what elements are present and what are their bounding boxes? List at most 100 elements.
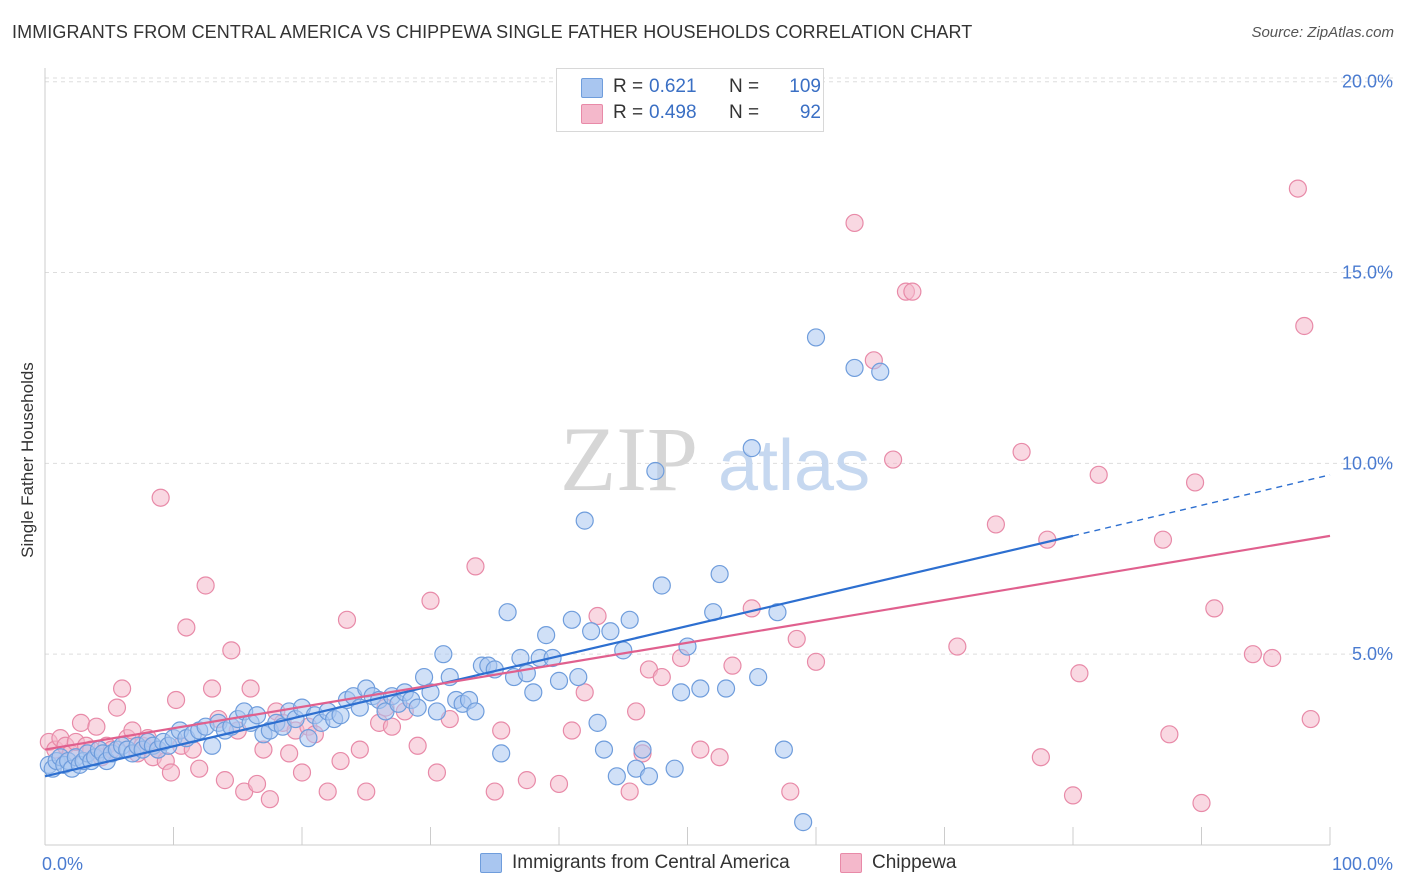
axes — [44, 68, 1331, 846]
chippewa-point — [350, 740, 369, 759]
legend-label: Chippewa — [872, 852, 957, 873]
chippewa-point — [177, 618, 196, 637]
central-america-point — [414, 667, 434, 687]
legend-label: Immigrants from Central America — [512, 852, 790, 873]
central-america-point — [691, 679, 710, 698]
central-america-point — [806, 328, 826, 347]
watermark-atlas: atlas — [718, 426, 870, 506]
tick-labels: 5.0% 10.0% 15.0% 20.0% 0.0% 100.0% — [42, 72, 1393, 874]
central-america-point — [601, 622, 620, 641]
chippewa-point — [948, 637, 967, 656]
central-america-point — [845, 358, 864, 378]
source-label: Source: ZipAtlas.com — [1251, 24, 1394, 41]
y-tick-label: 10.0% — [1342, 453, 1393, 473]
chippewa-point — [280, 744, 299, 763]
chippewa-point — [254, 740, 273, 759]
central-america-point — [202, 736, 222, 755]
chippewa-point — [107, 698, 127, 717]
central-america-point — [794, 813, 813, 832]
central-america-point — [575, 511, 594, 530]
chippewa-point — [845, 213, 864, 233]
chippewa-point — [1089, 465, 1108, 484]
chippewa-point — [883, 450, 903, 469]
chippewa-point — [382, 717, 402, 736]
central-america-point — [678, 637, 697, 656]
legend-r-label: R = — [613, 76, 644, 97]
chippewa-point — [247, 774, 267, 794]
central-america-point — [633, 740, 652, 759]
central-america-point — [537, 626, 556, 645]
chippewa-point — [1031, 748, 1050, 767]
chippewa-point — [1243, 645, 1263, 664]
chippewa-point — [357, 782, 376, 801]
x-tick-label: 100.0% — [1332, 854, 1393, 874]
chippewa-point — [1153, 530, 1173, 549]
chippewa-point — [202, 679, 222, 698]
chippewa-point — [652, 667, 671, 687]
chippewa-point — [318, 782, 337, 801]
chippewa-point — [292, 763, 312, 782]
central-america-point — [511, 648, 530, 668]
central-america-point — [408, 698, 427, 717]
central-america-point — [434, 645, 453, 664]
central-america-point — [639, 767, 659, 786]
legend-r-value: 0.498 — [649, 102, 697, 123]
legend-n-label: N = — [729, 76, 760, 97]
chippewa-point — [166, 690, 186, 710]
chippewa-point — [781, 782, 800, 801]
central-america-point — [749, 667, 768, 687]
central-america-point — [562, 610, 581, 629]
central-america-point — [620, 610, 639, 629]
chippewa-point — [190, 759, 209, 778]
legend-n-label: N = — [729, 102, 760, 123]
central-america-point — [607, 767, 626, 786]
legend-swatch-blue — [480, 853, 502, 873]
chippewa-point — [71, 713, 91, 732]
chippewa-point — [427, 763, 447, 782]
chippewa-point — [1301, 709, 1320, 729]
watermark: ZIP atlas — [560, 408, 870, 510]
watermark-zip: ZIP — [560, 408, 698, 510]
legend-n-value: 92 — [799, 102, 821, 123]
x-tick-label: 0.0% — [42, 854, 83, 874]
chippewa-points — [39, 179, 1320, 813]
central-america-point — [716, 679, 736, 698]
central-america-point — [671, 683, 691, 702]
chippewa-point — [87, 717, 106, 736]
chippewa-point — [1063, 786, 1083, 805]
y-tick-label: 15.0% — [1342, 263, 1393, 283]
chippewa-trend-line — [44, 534, 1331, 751]
chippewa-point — [903, 282, 922, 301]
legend-swatch-blue — [581, 78, 603, 98]
central-america-point — [466, 702, 485, 721]
central-america-point — [646, 461, 665, 481]
central-america-point — [524, 683, 543, 702]
chippewa-point — [575, 683, 594, 702]
chippewa-point — [1160, 725, 1179, 744]
central-america-point — [517, 664, 536, 683]
chippewa-point — [620, 782, 639, 801]
chippewa-point — [161, 763, 181, 782]
chippewa-point — [588, 606, 607, 626]
legend-n-value: 109 — [789, 76, 821, 97]
chippewa-point — [986, 515, 1006, 534]
trend-lines — [44, 474, 1331, 778]
chippewa-point — [742, 599, 761, 618]
central-america-point — [768, 603, 787, 622]
chippewa-point — [241, 679, 260, 698]
chippewa-point — [485, 782, 504, 801]
central-america-point — [614, 641, 633, 660]
stats-legend: R = 0.621 N = 109 R = 0.498 N = 92 — [556, 68, 824, 132]
chippewa-point — [723, 656, 742, 675]
central-america-point — [710, 564, 729, 584]
legend-r-label: R = — [613, 102, 644, 123]
central-america-point — [652, 576, 671, 595]
central-america-trend-extension — [1072, 474, 1331, 537]
chippewa-point — [215, 771, 234, 790]
central-america-point — [871, 362, 890, 381]
central-america-trend-line — [44, 534, 1074, 778]
chippewa-point — [222, 641, 241, 660]
chippewa-point — [1295, 316, 1314, 336]
legend-swatch-pink — [581, 104, 603, 124]
